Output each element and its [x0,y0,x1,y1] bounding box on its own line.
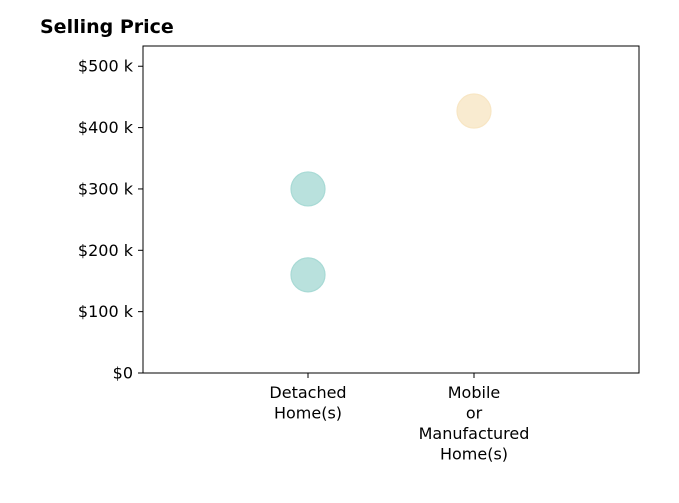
x-tick-label: Mobile [448,383,500,402]
x-tick-label: or [466,404,483,423]
y-tick-label: $500 k [78,57,134,76]
y-tick-label: $0 [113,364,133,383]
y-tick-label: $300 k [78,179,134,198]
chart-title: Selling Price [40,16,174,38]
x-tick-label: Home(s) [274,404,342,423]
y-axis: $0 $100 k $200 k $300 k $400 k $500 k [78,57,143,383]
x-tick-label: Manufactured [419,424,530,443]
x-tick-label: Detached [269,383,346,402]
y-tick-label: $400 k [78,118,134,137]
data-point [456,93,492,129]
x-tick-label: Home(s) [440,445,508,464]
y-tick-label: $200 k [78,241,134,260]
points-layer [290,93,492,293]
y-tick-label: $100 k [78,302,134,321]
data-point [290,257,326,293]
data-point [290,171,326,207]
plot-area-frame [142,45,640,374]
